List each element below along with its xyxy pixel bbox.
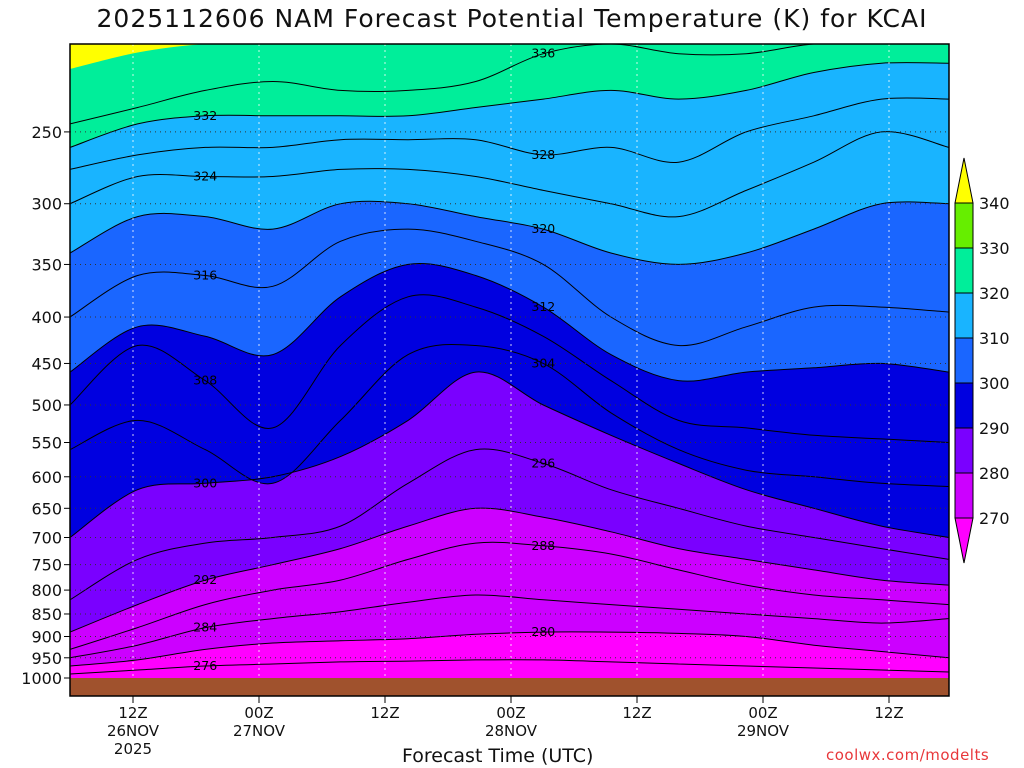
y-tick-label: 550 <box>31 433 62 452</box>
pressure-axis: 250 300 350 400 450 500 550 600 650 700 750 800 850 9… <box>21 123 70 688</box>
contour-label: 276 <box>193 658 217 673</box>
y-tick-label: 350 <box>31 255 62 274</box>
x-axis-title: Forecast Time (UTC) <box>402 745 594 767</box>
contour-label: 316 <box>193 268 217 283</box>
isentrope-276 <box>70 659 949 675</box>
isentrope-312 <box>70 263 949 382</box>
colorbar-bottom-arrow <box>954 517 974 564</box>
x-tick-label: 28NOV <box>485 722 538 740</box>
contour-label: 280 <box>531 624 555 639</box>
colorbar-segment <box>954 247 974 294</box>
isentrope-324 <box>70 131 949 218</box>
y-tick-label: 900 <box>31 627 62 646</box>
x-tick-label: 29NOV <box>737 722 790 740</box>
contour-label: 336 <box>531 46 555 61</box>
y-tick-label: 950 <box>31 649 62 668</box>
theta-band-336 <box>70 44 949 124</box>
x-tick-label: 2025 <box>114 740 152 758</box>
x-tick-label: 00Z <box>496 704 525 722</box>
y-tick-label: 650 <box>31 499 62 518</box>
x-tick-label: 12Z <box>118 704 147 722</box>
x-tick-label: 00Z <box>244 704 273 722</box>
contour-label: 300 <box>193 475 217 490</box>
isentrope-284 <box>70 594 949 659</box>
colorbar-segment <box>954 472 974 519</box>
colorbar-label: 280 <box>979 464 1010 483</box>
colorbar-label: 330 <box>979 239 1010 258</box>
contour-label: 288 <box>531 538 555 553</box>
isentrope-320 <box>70 200 949 265</box>
contour-label: 284 <box>193 620 217 635</box>
isentrope-296 <box>70 448 949 601</box>
x-tick-label: 27NOV <box>233 722 286 740</box>
isentrope-292 <box>70 507 949 633</box>
contour-label: 296 <box>531 455 555 470</box>
isentrope-300 <box>70 371 949 538</box>
y-tick-label: 300 <box>31 195 62 214</box>
colorbar-label: 270 <box>979 509 1010 528</box>
isentrope-308 <box>70 294 949 443</box>
chart-title: 2025112606 NAM Forecast Potential Temper… <box>96 4 928 33</box>
colorbar-segment <box>954 292 974 339</box>
contour-labels: 276 280 284 288 292 296 300 304 308 312 316 320 324 3… <box>193 46 555 673</box>
colorbar-segment <box>954 337 974 384</box>
y-tick-label: 500 <box>31 396 62 415</box>
y-tick-label: 700 <box>31 528 62 547</box>
contour-label: 312 <box>531 299 555 314</box>
y-tick-label: 400 <box>31 308 62 327</box>
contour-label: 304 <box>531 355 555 370</box>
x-tick-label: 12Z <box>622 704 651 722</box>
colorbar-segment <box>954 382 974 429</box>
contour-label: 332 <box>193 108 217 123</box>
y-tick-label: 800 <box>31 581 62 600</box>
colorbar-legend: 340 330 320 310 300 290 280 270 <box>954 157 1010 564</box>
contour-label: 328 <box>531 147 555 162</box>
colorbar-label: 320 <box>979 284 1010 303</box>
gridlines <box>70 44 949 678</box>
colorbar-label: 340 <box>979 194 1010 213</box>
colorbar-segment <box>954 427 974 474</box>
colorbar-label: 290 <box>979 419 1010 438</box>
isentrope-304 <box>70 343 949 487</box>
isentrope-280 <box>70 631 949 667</box>
x-tick-label: 00Z <box>748 704 777 722</box>
x-tick-label: 12Z <box>874 704 903 722</box>
isentrope-316 <box>70 228 949 347</box>
plot-frame <box>69 43 950 697</box>
y-tick-label: 450 <box>31 354 62 373</box>
x-tick-label: 26NOV <box>107 722 160 740</box>
y-tick-label: 750 <box>31 556 62 575</box>
colorbar-segment <box>954 202 974 249</box>
isentrope-332 <box>70 62 949 148</box>
contour-label: 324 <box>193 169 217 184</box>
ground-surface <box>70 678 949 696</box>
contour-label: 292 <box>193 572 217 587</box>
y-tick-label: 600 <box>31 468 62 487</box>
colorbar-label: 300 <box>979 374 1010 393</box>
isentrope-288 <box>70 541 949 650</box>
contour-label: 308 <box>193 373 217 388</box>
contour-label: 320 <box>531 221 555 236</box>
y-tick-label: 850 <box>31 605 62 624</box>
x-tick-label: 12Z <box>370 704 399 722</box>
isentrope-328 <box>70 97 949 170</box>
source-credit: coolwx.com/modelts <box>826 746 990 764</box>
theta-band-above-340 <box>70 44 949 69</box>
y-tick-label: 1000 <box>21 669 62 688</box>
y-tick-label: 250 <box>31 123 62 142</box>
colorbar-label: 310 <box>979 329 1010 348</box>
colorbar-top-arrow <box>954 157 974 204</box>
